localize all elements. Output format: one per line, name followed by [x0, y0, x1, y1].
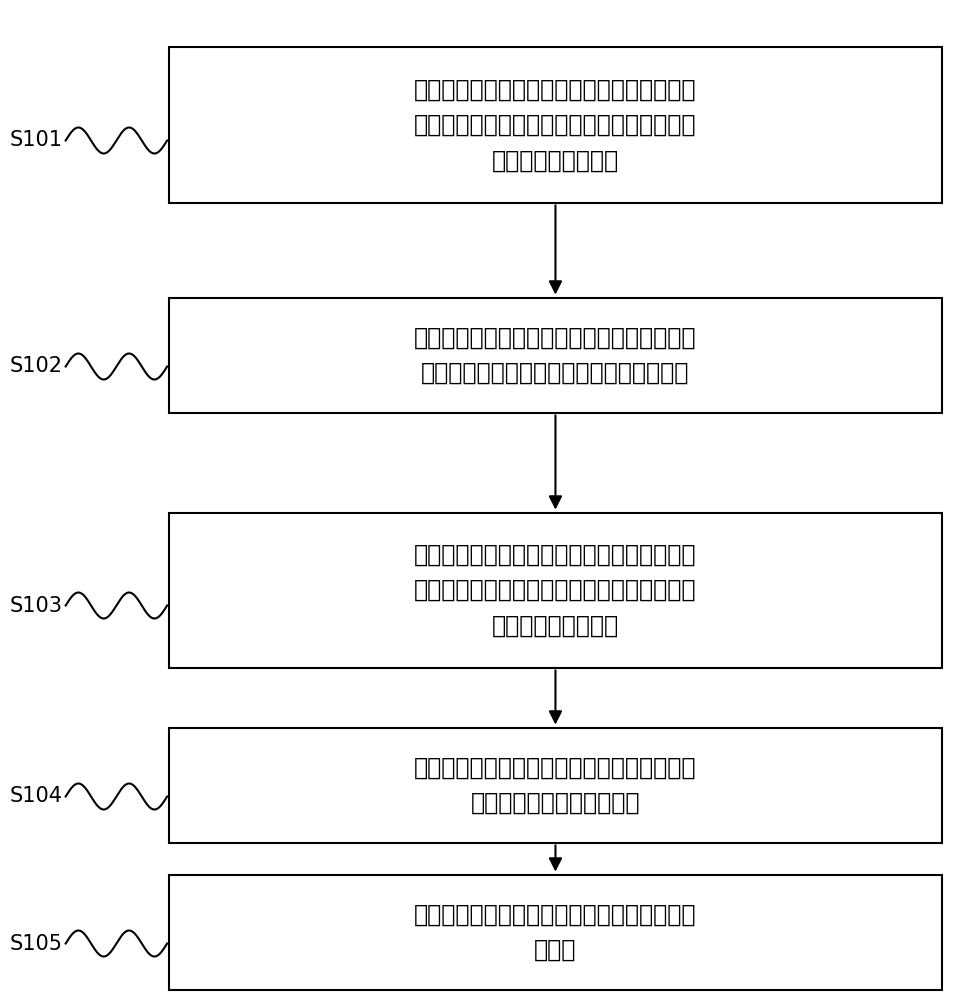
Text: S104: S104 — [10, 786, 63, 806]
Text: 分别对每帧一维高分辨率距离像进行目标的单
脉冲三维成像，获得目标在不同采样时刻的雷
达坐标系下的三维像: 分别对每帧一维高分辨率距离像进行目标的单 脉冲三维成像，获得目标在不同采样时刻的… — [414, 543, 696, 637]
Text: S101: S101 — [10, 130, 63, 150]
Bar — [169, 513, 942, 668]
Text: 将目标在各帧对应的雷达坐标系下的三维像，
转换到统一的参考坐标系下: 将目标在各帧对应的雷达坐标系下的三维像， 转换到统一的参考坐标系下 — [414, 755, 696, 815]
Text: S103: S103 — [10, 596, 63, 616]
Text: 从宽带单脉冲雷达接收到的和通道回波信号与
差通道回波信号中，分别选取目标在多帧不同
采样时刻的脉冲信号: 从宽带单脉冲雷达接收到的和通道回波信号与 差通道回波信号中，分别选取目标在多帧不… — [414, 78, 696, 172]
Text: 对目标各帧的三维像进行组合，形成目标最终
三维像: 对目标各帧的三维像进行组合，形成目标最终 三维像 — [414, 902, 696, 962]
Bar — [169, 47, 942, 202]
Text: 分别对每帧脉冲信号进行脉冲压缩处理，以获
得目标不同采样时刻的一维高分辨率距离像: 分别对每帧脉冲信号进行脉冲压缩处理，以获 得目标不同采样时刻的一维高分辨率距离像 — [414, 325, 696, 385]
Bar — [169, 298, 942, 412]
Text: S105: S105 — [10, 934, 63, 954]
Text: S102: S102 — [10, 356, 63, 376]
Bar — [169, 728, 942, 842]
Bar — [169, 874, 942, 990]
